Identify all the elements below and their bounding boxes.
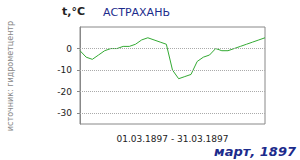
svg-text:-20: -20 bbox=[57, 87, 72, 97]
svg-text:01.03.1897 - 31.03.1897: 01.03.1897 - 31.03.1897 bbox=[116, 134, 228, 144]
svg-text:март, 1897: март, 1897 bbox=[214, 144, 297, 159]
svg-text:источник: гидрометцентр: источник: гидрометцентр bbox=[6, 21, 15, 131]
svg-text:-10: -10 bbox=[57, 65, 72, 75]
svg-text:АСТРАХАНЬ: АСТРАХАНЬ bbox=[103, 6, 170, 19]
svg-text:0: 0 bbox=[66, 44, 72, 54]
svg-text:t,°C: t,°C bbox=[62, 5, 85, 18]
svg-text:-30: -30 bbox=[57, 108, 72, 118]
